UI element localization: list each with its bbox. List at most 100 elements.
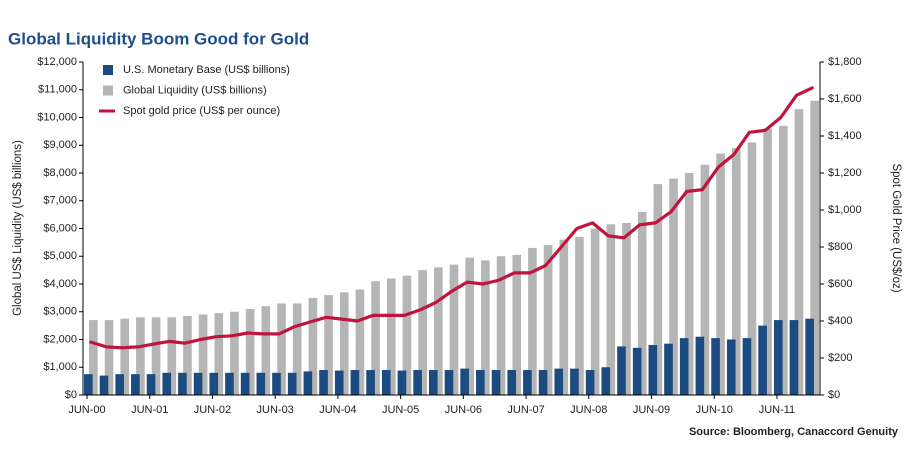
bar (209, 372, 219, 395)
bar (99, 375, 109, 395)
bar (151, 317, 161, 395)
y-tick-label: $1,000 (43, 361, 77, 373)
bar (716, 153, 725, 395)
bar (245, 308, 255, 395)
bar (669, 178, 678, 395)
bar (789, 320, 799, 395)
bar (601, 367, 611, 395)
bar (428, 370, 438, 395)
bar (240, 372, 250, 395)
y2-tick-label: $1,800 (828, 56, 862, 68)
bar (324, 295, 333, 395)
bar (272, 372, 281, 395)
bar (136, 317, 145, 395)
legend-swatch (103, 65, 113, 75)
bar (648, 345, 658, 395)
chart-title: Global Liquidity Boom Good for Gold (8, 29, 309, 48)
bar (402, 275, 412, 395)
bar (146, 374, 156, 395)
legend-label: Global Liquidity (US$ billions) (123, 84, 267, 96)
bar (381, 370, 391, 395)
bar (523, 370, 532, 395)
y-tick-label: $4,000 (43, 278, 77, 290)
gold-line (89, 86, 814, 350)
y-tick-label: $8,000 (43, 167, 77, 179)
bar (339, 292, 349, 395)
legend-label: Spot gold price (US$ per ounce) (123, 105, 280, 117)
bar (413, 370, 422, 395)
y-tick-label: $9,000 (43, 139, 77, 151)
y-tick-label: $6,000 (43, 222, 77, 234)
y-tick-label: $2,000 (43, 333, 77, 345)
x-tick-label: JUN-07 (507, 404, 544, 416)
bar (606, 224, 616, 395)
y-tick-label: $11,000 (38, 84, 77, 96)
bar (193, 372, 203, 395)
bar (496, 256, 506, 395)
bar (637, 211, 647, 395)
y-tick-label: $3,000 (43, 306, 77, 318)
bar (183, 315, 192, 395)
legend-label: U.S. Monetary Base (US$ billions) (123, 64, 290, 76)
bar (460, 368, 469, 395)
y2-tick-label: $1,200 (828, 167, 862, 179)
bar (120, 318, 130, 395)
bar (617, 346, 626, 395)
bar (805, 318, 814, 395)
y-tick-label: $7,000 (43, 195, 77, 207)
y2-tick-label: $400 (828, 315, 852, 327)
bar (366, 370, 375, 395)
legend-swatch (103, 85, 113, 96)
x-tick-label: JUN-11 (759, 404, 795, 416)
y2-tick-label: $600 (828, 278, 852, 290)
bar (747, 142, 757, 395)
bar (319, 370, 328, 395)
bar (178, 372, 187, 395)
bar (664, 343, 673, 395)
bar (476, 370, 485, 395)
bar (538, 370, 548, 395)
x-tick-label: JUN-10 (696, 404, 733, 416)
source-note: Source: Bloomberg, Canaccord Genuity (689, 426, 899, 438)
y-tick-label: $10,000 (37, 111, 77, 123)
bar (256, 372, 266, 395)
bar (104, 320, 114, 395)
bar (292, 303, 302, 395)
x-tick-label: JUN-06 (445, 404, 482, 416)
y2-tick-label: $1,400 (828, 130, 862, 142)
bar (684, 173, 694, 395)
bar (115, 374, 125, 395)
bar (225, 372, 234, 395)
bar (277, 303, 286, 395)
bar (84, 374, 93, 395)
bar (491, 370, 501, 395)
bar (465, 257, 475, 395)
y-tick-label: $12,000 (37, 56, 77, 68)
bar (481, 260, 490, 395)
bar (355, 289, 365, 395)
bar (711, 338, 720, 395)
y2-tick-label: $1,000 (828, 204, 862, 216)
bar (653, 184, 663, 395)
bar (773, 320, 783, 395)
y-tick-label: $5,000 (43, 250, 77, 262)
bar (554, 368, 564, 395)
bar (575, 236, 584, 395)
bar (434, 267, 443, 395)
bar (334, 370, 344, 395)
bar (543, 245, 553, 395)
bar (167, 317, 177, 395)
bar (303, 371, 313, 395)
bar (444, 370, 454, 395)
y2-tick-label: $0 (828, 389, 840, 401)
x-tick-label: JUN-09 (633, 404, 670, 416)
bar (763, 128, 772, 395)
bar (261, 306, 271, 395)
bar (758, 325, 767, 395)
bar (89, 320, 98, 395)
x-tick-label: JUN-04 (319, 404, 356, 416)
y-axis-title: Global US$ Liquidity (US$ billions) (12, 140, 24, 316)
y2-tick-label: $1,600 (828, 93, 862, 105)
bar (198, 314, 208, 395)
